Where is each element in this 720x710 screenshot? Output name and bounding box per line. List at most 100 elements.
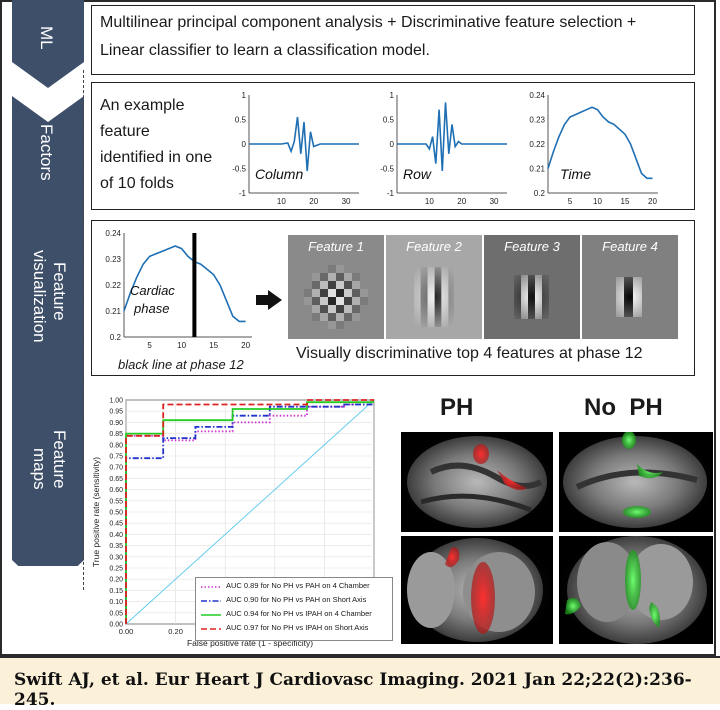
checker-cell (312, 313, 320, 321)
factor-plot-time: 0.24 0.23 0.22 0.21 0.2 5 10 15 20 Time (529, 91, 658, 206)
y-tick-label: 0.95 (109, 409, 123, 416)
sidebar-chevron-ml (12, 0, 84, 88)
x-axis-label: False positive rate (1 - specificity) (187, 638, 313, 648)
ml-text-line2: Linear classifier to learn a classificat… (100, 42, 430, 59)
factors-text-line2: feature (100, 123, 150, 140)
y-tick-label: 0.45 (109, 521, 123, 528)
feature-tile-4: Feature 4 (582, 235, 678, 339)
feature-pattern-checker (304, 265, 368, 329)
y-tick-label: 0.22 (529, 140, 545, 149)
mri-ph-short-axis (401, 536, 553, 644)
checker-cell (320, 289, 328, 297)
factors-text-line1: An example (100, 97, 185, 114)
x-tick-label: 20 (648, 197, 657, 206)
y-tick-label: 0.80 (109, 442, 123, 449)
checker-cell (360, 297, 368, 305)
legend-label: AUC 0.97 for No PH vs IPAH on Short Axis (226, 623, 369, 632)
y-tick-label: 0.21 (529, 165, 545, 174)
citation-text: Swift AJ, et al. Eur Heart J Cardiovasc … (14, 670, 692, 710)
checker-cell (312, 297, 320, 305)
feature-pattern-bars (514, 275, 549, 319)
legend-entry: AUC 0.89 for No PH vs PAH on 4 Chamber (200, 581, 390, 593)
feature-visualization-box: 0.24 0.23 0.22 0.21 0.2 5 10 15 20 Cardiac phase b… (91, 220, 695, 376)
checker-cell (336, 265, 344, 273)
roc-series-line (125, 399, 374, 624)
checker-cell (344, 305, 352, 313)
series-line (397, 102, 507, 172)
checker-cell (328, 321, 336, 329)
cardiac-label-line2: phase (133, 301, 169, 316)
y-tick-label: -0.5 (232, 165, 246, 174)
y-tick-label: 0.15 (109, 588, 123, 595)
checker-cell (352, 281, 360, 289)
sidebar-label-feature-maps-2: maps (30, 448, 49, 490)
figure-frame (0, 0, 716, 656)
checker-cell (328, 305, 336, 313)
factors-description: An example feature identified in one of … (100, 93, 212, 197)
checker-cell (344, 281, 352, 289)
factor-plot-label: Time (560, 166, 591, 182)
sidebar-label-factors: Factors (37, 124, 56, 181)
ml-text-line1: Multilinear principal component analysis… (100, 14, 637, 31)
x-tick-label: 15 (621, 197, 630, 206)
y-tick-label: 0 (242, 140, 247, 149)
y-tick-label: 0.30 (109, 554, 123, 561)
x-tick-label: 15 (209, 341, 218, 350)
feature-label-1: Feature 1 (308, 239, 364, 254)
x-tick-label: 0.20 (168, 627, 183, 636)
x-tick-label: 10 (593, 197, 602, 206)
legend-entry: AUC 0.90 for No PH vs PAH on Short Axis (200, 595, 390, 607)
y-tick-label: 0.70 (109, 465, 123, 472)
checker-cell (320, 297, 328, 305)
arrow-right-icon (256, 290, 282, 310)
y-tick-label: 0.2 (110, 333, 122, 342)
cardiac-caption: black line at phase 12 (118, 357, 244, 372)
checker-cell (312, 273, 320, 281)
feature-tile-2: Feature 2 (386, 235, 482, 339)
checker-cell (344, 289, 352, 297)
y-tick-label: 0.55 (109, 498, 123, 505)
y-tick-label: 1 (390, 91, 395, 100)
x-tick-label: 0.00 (119, 627, 134, 636)
factors-box: An example feature identified in one of … (91, 82, 695, 210)
checker-cell (352, 313, 360, 321)
legend-entry: AUC 0.97 for No PH vs IPAH on Short Axis (200, 623, 390, 635)
cardiac-phase-plot: 0.24 0.23 0.22 0.21 0.2 5 10 15 20 Cardiac phase (105, 229, 252, 350)
checker-cell (320, 273, 328, 281)
ml-box: Multilinear principal component analysis… (91, 5, 695, 75)
checker-cell (336, 313, 344, 321)
checker-cell (344, 313, 352, 321)
y-tick-label: 0.85 (109, 431, 123, 438)
y-tick-label: 0.23 (105, 255, 121, 264)
factor-plot-label: Column (255, 166, 303, 182)
checker-cell (360, 289, 368, 297)
y-tick-label: 0.24 (529, 91, 545, 100)
checker-cell (312, 281, 320, 289)
feature-pattern-blob (616, 277, 642, 317)
y-tick-label: 0.22 (105, 281, 121, 290)
checker-cell (352, 297, 360, 305)
sidebar-chevron-visualization (12, 230, 84, 394)
feature-label-3: Feature 3 (504, 239, 560, 254)
checker-cell (336, 273, 344, 281)
feature-tile-1: Feature 1 (288, 235, 384, 339)
y-tick-label: -1 (387, 189, 395, 198)
sidebar-chevrons: ML Factors Feature visualization Feature… (12, 0, 84, 566)
y-tick-label: 0.10 (109, 599, 123, 606)
feature-label-4: Feature 4 (602, 239, 658, 254)
citation-footer: Swift AJ, et al. Eur Heart J Cardiovasc … (0, 656, 720, 710)
factor-plot-column: 1 0.5 0 -0.5 -1 10 20 30 Column (232, 91, 359, 206)
checker-cell (352, 273, 360, 281)
checker-cell (336, 289, 344, 297)
checker-cell (320, 313, 328, 321)
x-tick-label: 30 (490, 197, 499, 206)
roc-series-line (125, 403, 374, 624)
y-tick-label: 0.35 (109, 543, 123, 550)
x-tick-label: 20 (241, 341, 250, 350)
roc-legend: AUC 0.89 for No PH vs PAH on 4 Chamber AU… (195, 577, 393, 641)
checker-cell (328, 273, 336, 281)
feature-pattern-vertical (414, 267, 454, 327)
checker-cell (328, 289, 336, 297)
y-tick-label: 0.25 (109, 566, 123, 573)
checker-cell (312, 305, 320, 313)
